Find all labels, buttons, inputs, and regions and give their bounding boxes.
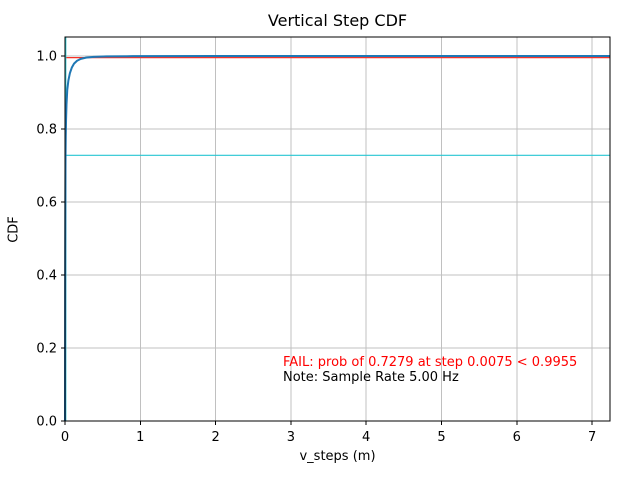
axes-frame [64, 36, 611, 422]
chart-title: Vertical Step CDF [267, 11, 408, 30]
x-axis-label: v_steps (m) [299, 449, 376, 464]
y-tick-label: 0.0 [36, 415, 57, 430]
y-tick-label: 0.2 [36, 341, 57, 356]
x-tick-label: 6 [513, 430, 521, 445]
x-tick-label: 0 [61, 430, 69, 445]
x-tick-label: 3 [287, 430, 295, 445]
x-tick-label: 2 [211, 430, 219, 445]
y-tick-label: 0.4 [36, 268, 57, 283]
y-tick-label: 0.6 [36, 195, 57, 210]
note-annotation: Note: Sample Rate 5.00 Hz [283, 370, 459, 385]
x-tick-label: 1 [136, 430, 144, 445]
x-tick-label: 4 [362, 430, 370, 445]
x-tick-label: 5 [437, 430, 445, 445]
x-tick-label: 7 [588, 430, 596, 445]
y-tick-label: 0.8 [36, 122, 57, 137]
y-tick-label: 1.0 [36, 49, 57, 64]
fail-annotation: FAIL: prob of 0.7279 at step 0.0075 < 0.… [283, 355, 578, 370]
